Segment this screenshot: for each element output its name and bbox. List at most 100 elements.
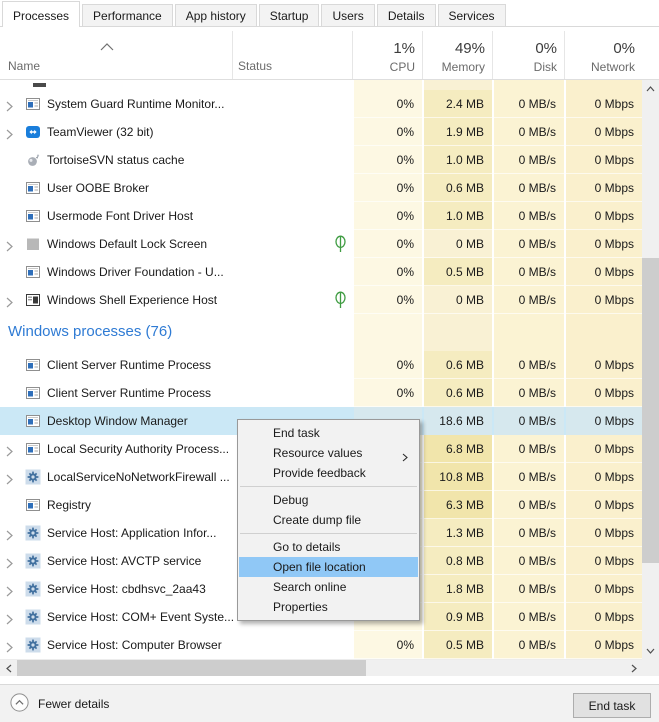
process-row[interactable]: Windows Driver Foundation - U... 0% 0.5 MB… [0,258,642,286]
disk-cell: 0 MB/s [494,575,564,603]
process-row[interactable]: TeamViewer (32 bit) 0% 1.9 MB 0 MB/s 0 Mbps [0,118,642,146]
window-icon [25,413,41,429]
tab-bar: Processes Performance App history Startup Us… [0,0,659,27]
menu-item-resource-values[interactable]: Resource values [239,443,418,463]
process-name: TortoiseSVN status cache [47,153,185,167]
window-icon [25,96,41,112]
window-icon [25,208,41,224]
disk-cell: 0 MB/s [494,118,564,146]
submenu-arrow-icon [402,448,408,468]
chevron-right-icon[interactable] [6,239,13,252]
tab-services[interactable]: Services [437,4,506,26]
column-header-disk[interactable]: 0% Disk [533,40,557,74]
column-header-status[interactable]: Status [238,59,273,73]
process-row[interactable]: Windows Default Lock Screen 0% 0 MB 0 MB/s 0… [0,230,642,258]
disk-cell: 0 MB/s [494,174,564,202]
cpu-cell: 0% [354,174,422,202]
process-name: TeamViewer (32 bit) [47,125,154,139]
tab-users[interactable]: Users [321,4,375,26]
chevron-right-icon[interactable] [6,444,13,457]
chevron-up-icon[interactable] [100,38,114,56]
network-cell: 0 Mbps [566,286,642,314]
chevron-right-icon[interactable] [6,640,13,653]
horizontal-scrollbar[interactable] [0,659,642,676]
chevron-right-icon[interactable] [6,612,13,625]
memory-cell: 2.4 MB [424,90,492,118]
network-cell: 0 Mbps [566,230,642,258]
column-divider [352,31,353,79]
disk-cell: 0 MB/s [494,603,564,631]
memory-cell: 6.3 MB [424,491,492,519]
process-row[interactable]: Service Host: cbdhsvc_2aa43 1.8 MB 0 MB/s 0… [0,575,642,603]
tab-app-history[interactable]: App history [174,4,257,26]
vertical-scrollbar[interactable] [642,80,659,659]
horizontal-scrollbar-thumb[interactable] [17,660,366,676]
column-header-name[interactable]: Name [8,59,41,73]
menu-item-go-to-details[interactable]: Go to details [239,537,418,557]
scroll-down-icon[interactable] [642,642,659,659]
menu-item-search-online[interactable]: Search online [239,577,418,597]
network-cell: 0 Mbps [566,258,642,286]
process-row[interactable]: Service Host: Computer Browser 0% 0.5 MB 0 … [0,631,642,659]
chevron-right-icon[interactable] [6,556,13,569]
menu-item-label: End task [273,426,320,440]
network-cell: 0 Mbps [566,547,642,575]
gear-icon [25,581,41,597]
process-row[interactable]: TortoiseSVN status cache 0% 1.0 MB 0 MB/s 0 … [0,146,642,174]
menu-item-open-file-location[interactable]: Open file location [239,557,418,577]
column-header-memory[interactable]: 49% Memory [441,40,485,74]
process-row[interactable]: Service Host: AVCTP service 0.8 MB 0 MB/s 0… [0,547,642,575]
menu-item-end-task[interactable]: End task [239,423,418,443]
disk-cell: 0 MB/s [494,547,564,575]
chevron-right-icon[interactable] [6,472,13,485]
tab-startup[interactable]: Startup [258,4,320,26]
process-row[interactable]: Registry 6.3 MB 0 MB/s 0 Mbps [0,491,642,519]
process-name: Windows Shell Experience Host [47,293,218,307]
memory-cell: 0.5 MB [424,631,492,659]
teamviewer-icon [25,124,41,140]
column-header-cpu[interactable]: 1% CPU [389,40,415,74]
tab-details[interactable]: Details [376,4,436,26]
process-row[interactable]: Client Server Runtime Process 0% 0.6 MB 0 M… [0,351,642,379]
memory-cell: 0 MB [424,230,492,258]
memory-cell: 0.6 MB [424,174,492,202]
vertical-scrollbar-thumb[interactable] [642,258,659,563]
process-name: Service Host: COM+ Event Syste... [47,610,235,624]
menu-separator [240,486,417,487]
memory-cell: 0.9 MB [424,603,492,631]
process-row[interactable]: User OOBE Broker 0% 0.6 MB 0 MB/s 0 Mbps [0,174,642,202]
menu-item-properties[interactable]: Properties [239,597,418,617]
disk-cell: 0 MB/s [494,519,564,547]
process-name: Service Host: Computer Browser [47,638,222,652]
menu-item-provide-feedback[interactable]: Provide feedback [239,463,418,483]
scroll-right-icon[interactable] [625,660,642,676]
network-cell: 0 Mbps [566,491,642,519]
cpu-cell: 0% [354,379,422,407]
process-row[interactable]: Client Server Runtime Process 0% 0.6 MB 0 M… [0,379,642,407]
menu-item-create-dump-file[interactable]: Create dump file [239,510,418,530]
chevron-right-icon[interactable] [6,584,13,597]
chevron-right-icon[interactable] [6,295,13,308]
process-row[interactable]: Usermode Font Driver Host 0% 1.0 MB 0 MB/s 0… [0,202,642,230]
chevron-right-icon[interactable] [6,99,13,112]
cpu-cell: 0% [354,146,422,174]
tab-processes[interactable]: Processes [2,1,81,27]
process-row[interactable]: Windows Shell Experience Host 0% 0 MB 0 MB/… [0,286,642,314]
chevron-right-icon[interactable] [6,127,13,140]
group-header[interactable]: Windows processes (76) [0,314,642,351]
tab-performance[interactable]: Performance [82,4,173,26]
chevron-right-icon[interactable] [6,528,13,541]
menu-item-debug[interactable]: Debug [239,490,418,510]
process-row[interactable]: System Guard Runtime Monitor... 0% 2.4 MB 0… [0,90,642,118]
column-header-network[interactable]: 0% Network [590,40,635,74]
end-task-button[interactable]: End task [573,693,651,718]
fewer-details-toggle[interactable]: Fewer details [10,693,109,715]
network-cell: 0 Mbps [566,575,642,603]
scroll-left-icon[interactable] [0,660,17,676]
scroll-up-icon[interactable] [642,80,659,97]
network-cell: 0 Mbps [566,146,642,174]
gear-icon [25,553,41,569]
menu-item-label: Provide feedback [273,466,366,480]
memory-cell: 0 MB [424,286,492,314]
network-cell: 0 Mbps [566,631,642,659]
